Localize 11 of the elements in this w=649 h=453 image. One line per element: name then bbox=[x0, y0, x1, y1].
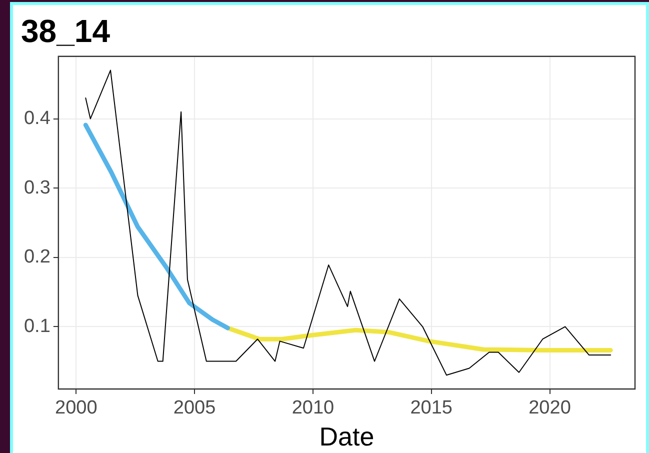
y-tick-label: 0.1 bbox=[24, 316, 50, 337]
x-tick-label: 2005 bbox=[173, 398, 216, 419]
y-tick-label: 0.3 bbox=[24, 177, 50, 198]
x-tick-label: 2000 bbox=[55, 398, 98, 419]
x-tick-label: 2015 bbox=[410, 398, 452, 419]
x-tick-label: 2010 bbox=[292, 398, 334, 419]
chart-title: 38_14 bbox=[21, 13, 110, 50]
x-axis-title: Date bbox=[319, 422, 374, 452]
x-tick-label: 2020 bbox=[528, 398, 571, 419]
y-tick-label: 0.4 bbox=[24, 108, 51, 129]
y-tick-label: 0.2 bbox=[24, 246, 50, 268]
